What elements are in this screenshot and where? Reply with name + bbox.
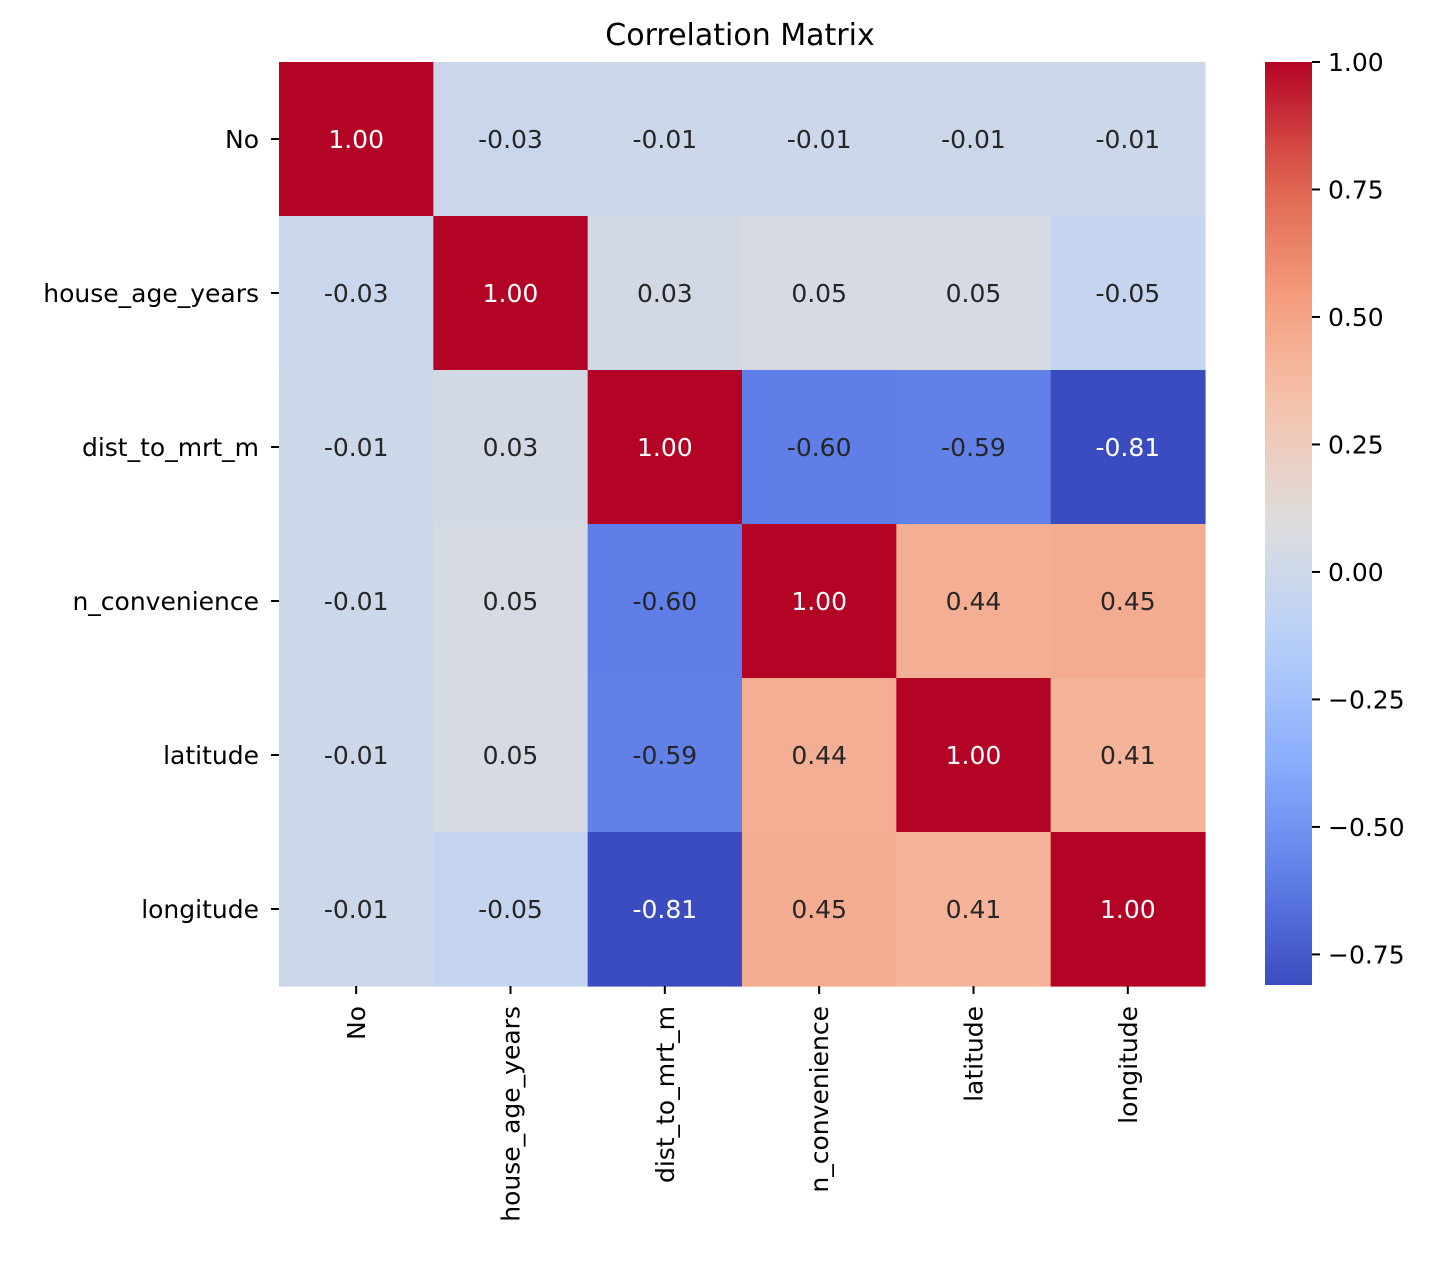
- cell-annotation: -0.05: [478, 895, 543, 924]
- heatmap-cell: [279, 678, 434, 833]
- colorbar-tick-label: −0.25: [1328, 685, 1405, 714]
- cell-annotation: 1.00: [328, 125, 384, 154]
- heatmap-cell: [741, 524, 897, 679]
- y-tick-label: n_convenience: [72, 587, 259, 616]
- colorbar-tick-label: −0.50: [1328, 813, 1405, 842]
- cell-annotation: -0.81: [632, 895, 697, 924]
- cell-annotation: -0.01: [1095, 125, 1160, 154]
- cell-annotation: 0.05: [791, 279, 847, 308]
- heatmap-cell: [741, 370, 897, 525]
- heatmap-cell: [1050, 370, 1206, 525]
- cell-annotation: -0.01: [324, 741, 389, 770]
- cell-annotation: 0.44: [791, 741, 847, 770]
- cell-annotation: 0.45: [1100, 587, 1156, 616]
- cell-annotation: 0.05: [483, 587, 539, 616]
- cell-annotation: 1.00: [637, 433, 693, 462]
- heatmap-cell: [1050, 832, 1206, 987]
- heatmap-cells: 1.00 -0.03 -0.01 -0.01 -0.01 -0.01 -0.03 1.00 0.…: [279, 62, 1206, 987]
- cell-annotation: 0.45: [791, 895, 847, 924]
- heatmap-cell: [741, 832, 897, 987]
- heatmap-cell: [433, 370, 589, 525]
- heatmap-cell: [279, 370, 434, 525]
- heatmap-cell: [279, 524, 434, 679]
- cell-annotation: -0.81: [1095, 433, 1160, 462]
- cell-annotation: -0.01: [787, 125, 852, 154]
- heatmap-cell: [896, 832, 1052, 987]
- colorbar-tick-label: −0.75: [1328, 940, 1405, 969]
- cell-annotation: 0.05: [483, 741, 539, 770]
- cell-annotation: -0.01: [941, 125, 1006, 154]
- cell-annotation: 1.00: [946, 741, 1002, 770]
- cell-annotation: 0.41: [1100, 741, 1156, 770]
- x-axis-labels: No house_age_years dist_to_mrt_m n_convenie…: [342, 986, 1143, 1222]
- cell-annotation: -0.03: [324, 279, 389, 308]
- heatmap-cell: [587, 370, 743, 525]
- cell-annotation: -0.59: [632, 741, 697, 770]
- heatmap-cell: [741, 216, 897, 371]
- x-tick-label: longitude: [1114, 1006, 1143, 1124]
- cell-annotation: -0.60: [787, 433, 852, 462]
- chart-title: Correlation Matrix: [605, 18, 874, 53]
- cell-annotation: 1.00: [791, 587, 847, 616]
- heatmap-cell: [1050, 524, 1206, 679]
- colorbar-tick-label: 0.25: [1328, 430, 1384, 459]
- x-tick-label: house_age_years: [496, 1006, 525, 1222]
- x-tick-label: n_convenience: [805, 1006, 834, 1193]
- y-tick-label: house_age_years: [43, 279, 259, 308]
- heatmap-cell: [279, 832, 434, 987]
- heatmap-cell: [279, 216, 434, 371]
- cell-annotation: 1.00: [1100, 895, 1156, 924]
- x-tick-label: latitude: [959, 1006, 988, 1102]
- cell-annotation: -0.01: [324, 587, 389, 616]
- cell-annotation: -0.01: [632, 125, 697, 154]
- heatmap-cell: [896, 370, 1052, 525]
- heatmap-cell: [896, 216, 1052, 371]
- heatmap-cell: [1050, 62, 1206, 217]
- heatmap-cell: [587, 62, 743, 217]
- cell-annotation: -0.05: [1095, 279, 1160, 308]
- colorbar-tick-label: 0.00: [1328, 558, 1384, 587]
- heatmap-cell: [741, 62, 897, 217]
- colorbar-gradient: [1265, 62, 1312, 985]
- heatmap-cell: [587, 678, 743, 833]
- heatmap-cell: [433, 216, 589, 371]
- cell-annotation: -0.01: [324, 433, 389, 462]
- heatmap-cell: [433, 62, 589, 217]
- cell-annotation: 0.03: [483, 433, 539, 462]
- cell-annotation: -0.01: [324, 895, 389, 924]
- cell-annotation: 0.44: [946, 587, 1002, 616]
- cell-annotation: 0.03: [637, 279, 693, 308]
- heatmap-cell: [433, 678, 589, 833]
- heatmap-cell: [587, 832, 743, 987]
- heatmap-cell: [279, 62, 434, 217]
- heatmap-cell: [433, 832, 589, 987]
- heatmap-cell: [896, 678, 1052, 833]
- x-tick-label: No: [342, 1006, 371, 1040]
- heatmap-cell: [1050, 216, 1206, 371]
- cell-annotation: -0.03: [478, 125, 543, 154]
- y-axis-labels: No house_age_years dist_to_mrt_m n_convenie…: [43, 125, 279, 924]
- heatmap-cell: [433, 524, 589, 679]
- cell-annotation: -0.59: [941, 433, 1006, 462]
- heatmap-cell: [587, 524, 743, 679]
- cell-annotation: 0.05: [946, 279, 1002, 308]
- colorbar-tick-label: 1.00: [1328, 48, 1384, 77]
- cell-annotation: 0.41: [946, 895, 1002, 924]
- y-tick-label: latitude: [163, 741, 259, 770]
- y-tick-label: dist_to_mrt_m: [82, 433, 259, 462]
- heatmap-cell: [741, 678, 897, 833]
- y-tick-label: longitude: [141, 895, 259, 924]
- colorbar-tick-label: 0.50: [1328, 303, 1384, 332]
- cell-annotation: 1.00: [483, 279, 539, 308]
- y-tick-label: No: [225, 125, 259, 154]
- colorbar: 1.00 0.75 0.50 0.25 0.00 −0.25 −0.50 −0.75: [1265, 48, 1405, 985]
- colorbar-tick-label: 0.75: [1328, 175, 1384, 204]
- heatmap-cell: [896, 524, 1052, 679]
- heatmap-cell: [1050, 678, 1206, 833]
- heatmap-cell: [896, 62, 1052, 217]
- x-tick-label: dist_to_mrt_m: [651, 1006, 680, 1183]
- heatmap-cell: [587, 216, 743, 371]
- cell-annotation: -0.60: [632, 587, 697, 616]
